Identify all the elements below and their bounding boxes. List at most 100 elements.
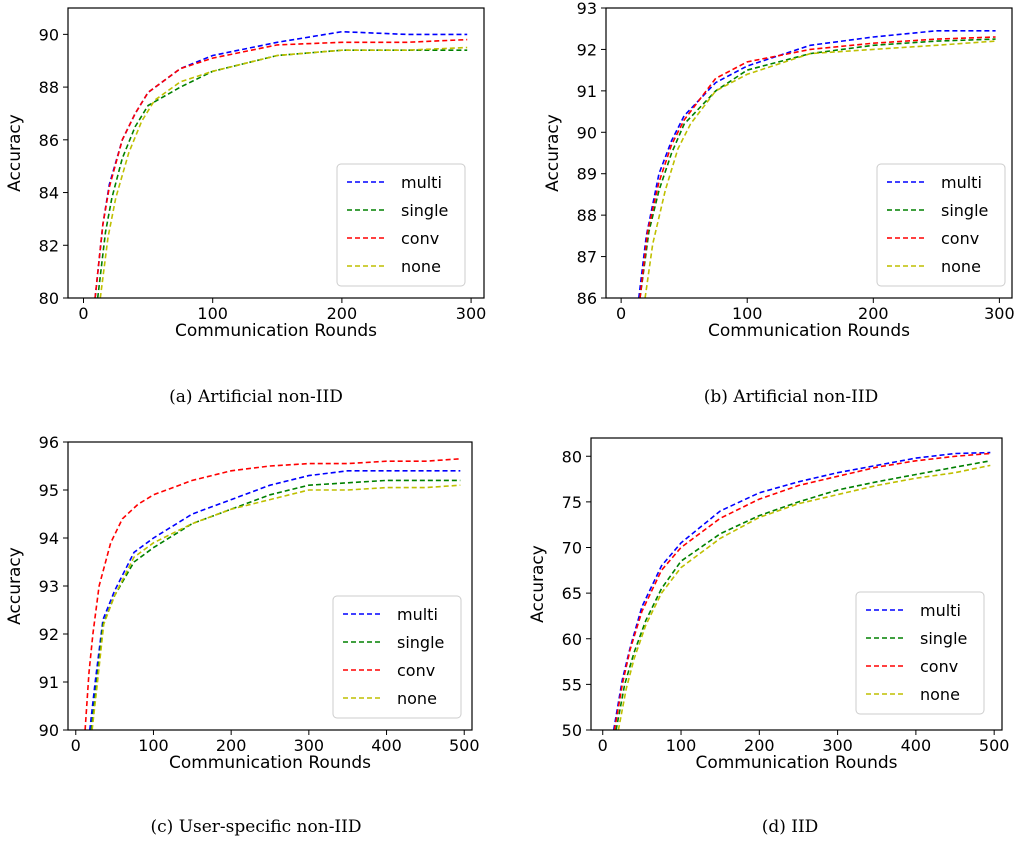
x-tick-label: 300 xyxy=(822,736,853,755)
x-tick-label: 0 xyxy=(598,736,608,755)
legend-label-conv: conv xyxy=(941,229,979,248)
x-tick-label: 100 xyxy=(732,304,763,323)
x-tick-label: 0 xyxy=(71,736,81,755)
series-line-none xyxy=(617,464,991,730)
legend-box xyxy=(332,595,462,719)
legend: multi single conv none xyxy=(336,163,466,287)
legend-label-conv: conv xyxy=(920,657,958,676)
legend-label-single: single xyxy=(401,201,448,220)
x-tick-label: 0 xyxy=(78,304,88,323)
legend-box xyxy=(336,163,466,287)
x-tick-label: 200 xyxy=(858,304,889,323)
x-axis-label: Communication Rounds xyxy=(169,753,371,773)
x-tick-label: 100 xyxy=(138,736,169,755)
y-tick-label: 86 xyxy=(39,131,59,150)
x-tick-label: 300 xyxy=(456,304,487,323)
chart-panel-3: 0 100 200 300 400 500 50 55 60 65 70 75 80 Communicat… xyxy=(528,437,1010,837)
y-tick-label: 82 xyxy=(39,236,59,255)
y-tick-label: 60 xyxy=(562,630,582,649)
y-tick-label: 89 xyxy=(577,165,597,184)
legend-box xyxy=(855,591,985,715)
legend-label-multi: multi xyxy=(920,601,961,620)
y-tick-label: 80 xyxy=(562,447,582,466)
y-tick-label: 93 xyxy=(577,0,597,18)
y-tick-label: 55 xyxy=(562,675,582,694)
y-tick-label: 65 xyxy=(562,584,582,603)
legend-label-multi: multi xyxy=(401,173,442,192)
y-tick-label: 96 xyxy=(39,433,59,452)
y-axis-label: Accuracy xyxy=(5,547,25,625)
legend-label-conv: conv xyxy=(401,229,439,248)
y-axis-label: Accuracy xyxy=(5,114,25,192)
series-line-conv xyxy=(613,452,991,730)
legend-box xyxy=(876,163,1006,287)
legend-label-none: none xyxy=(920,685,960,704)
legend-label-single: single xyxy=(920,629,967,648)
y-tick-label: 91 xyxy=(577,82,597,101)
y-tick-label: 90 xyxy=(39,721,59,740)
x-axis-label: Communication Rounds xyxy=(695,753,897,773)
series-line-multi xyxy=(89,469,461,730)
legend-label-none: none xyxy=(401,257,441,276)
x-tick-label: 400 xyxy=(371,736,402,755)
chart-panel-0: 0 100 200 300 80 82 84 86 88 90 Communication Roun… xyxy=(5,7,487,407)
y-tick-label: 90 xyxy=(577,123,597,142)
panel-caption: (a) Artificial non-IID xyxy=(169,387,343,407)
legend-label-multi: multi xyxy=(397,605,438,624)
y-tick-label: 93 xyxy=(39,577,59,596)
legend: multi single conv none xyxy=(855,591,985,715)
legend-label-none: none xyxy=(941,257,981,276)
x-tick-label: 200 xyxy=(327,304,358,323)
chart-panel-2: 0 100 200 300 400 500 90 91 92 93 94 95 96 Communicat… xyxy=(5,433,480,837)
series-line-single xyxy=(639,38,996,298)
y-tick-label: 92 xyxy=(577,40,597,59)
panel-caption: (d) IID xyxy=(762,817,819,837)
x-axis-label: Communication Rounds xyxy=(708,321,910,341)
series-line-conv xyxy=(84,458,461,730)
y-tick-label: 92 xyxy=(39,625,59,644)
axes-frame xyxy=(590,437,1003,731)
x-tick-label: 300 xyxy=(984,304,1015,323)
legend: multi single conv none xyxy=(876,163,1006,287)
series-line-conv xyxy=(639,36,996,298)
y-tick-label: 80 xyxy=(39,289,59,308)
panel-caption: (b) Artificial non-IID xyxy=(704,387,878,407)
y-tick-label: 95 xyxy=(39,481,59,500)
x-tick-label: 400 xyxy=(901,736,932,755)
legend-label-none: none xyxy=(397,689,437,708)
x-tick-label: 300 xyxy=(294,736,325,755)
series-line-none xyxy=(644,40,996,298)
y-tick-label: 91 xyxy=(39,673,59,692)
y-tick-label: 50 xyxy=(562,721,582,740)
x-axis-label: Communication Rounds xyxy=(175,321,377,341)
x-tick-label: 500 xyxy=(449,736,480,755)
y-axis-label: Accuracy xyxy=(528,545,548,623)
legend-label-multi: multi xyxy=(941,173,982,192)
y-tick-label: 75 xyxy=(562,493,582,512)
series-line-none xyxy=(91,484,461,730)
x-tick-label: 0 xyxy=(616,304,626,323)
chart-panel-1: 0 100 200 300 86 87 88 89 90 91 92 93 Communication … xyxy=(543,0,1015,407)
legend-label-single: single xyxy=(941,201,988,220)
x-tick-label: 500 xyxy=(979,736,1010,755)
axes-frame xyxy=(67,7,485,299)
y-tick-label: 84 xyxy=(39,184,59,203)
y-tick-label: 88 xyxy=(577,206,597,225)
x-tick-label: 100 xyxy=(197,304,228,323)
series-line-single xyxy=(615,460,991,730)
y-tick-label: 90 xyxy=(39,25,59,44)
series-line-single xyxy=(96,49,468,298)
x-tick-label: 100 xyxy=(666,736,697,755)
x-tick-label: 200 xyxy=(744,736,775,755)
axes-frame xyxy=(605,7,1013,299)
y-tick-label: 70 xyxy=(562,539,582,558)
y-tick-label: 87 xyxy=(577,248,597,267)
x-tick-label: 200 xyxy=(216,736,247,755)
legend: multi single conv none xyxy=(332,595,462,719)
y-tick-label: 94 xyxy=(39,529,59,548)
series-line-multi xyxy=(638,29,996,298)
series-line-conv xyxy=(94,38,468,298)
legend-label-single: single xyxy=(397,633,444,652)
y-tick-label: 86 xyxy=(577,289,597,308)
